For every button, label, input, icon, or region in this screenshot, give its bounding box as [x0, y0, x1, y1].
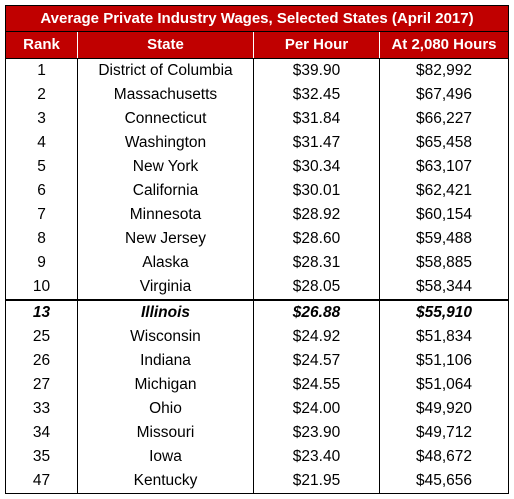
rank-cell: 34	[6, 421, 78, 445]
table-row: 27 Michigan $24.55 $51,064	[6, 373, 508, 397]
state-cell: Virginia	[78, 275, 254, 299]
table-row: 25 Wisconsin $24.92 $51,834	[6, 325, 508, 349]
per-hour-cell: $24.92	[254, 325, 380, 349]
annual-cell: $60,154	[415, 206, 473, 223]
table-row: 1 District of Columbia $39.90 $82,992	[6, 59, 508, 83]
table-row: 34 Missouri $23.90 $49,712	[6, 421, 508, 445]
rank-cell: 5	[6, 155, 78, 179]
table-row: 6 California $30.01 $62,421	[6, 179, 508, 203]
annual-cell: $45,656	[415, 472, 473, 489]
rank-cell: 27	[6, 373, 78, 397]
state-cell: Iowa	[78, 445, 254, 469]
per-hour-cell: $30.34	[254, 155, 380, 179]
per-hour-cell: $24.57	[254, 349, 380, 373]
per-hour-cell: $28.92	[254, 203, 380, 227]
rank-cell: 13	[6, 301, 78, 325]
table-row: 8 New Jersey $28.60 $59,488	[6, 227, 508, 251]
table-row: 7 Minnesota $28.92 $60,154	[6, 203, 508, 227]
per-hour-cell: $39.90	[254, 59, 380, 83]
rank-cell: 3	[6, 107, 78, 131]
per-hour-cell: $24.00	[254, 397, 380, 421]
per-hour-cell: $32.45	[254, 83, 380, 107]
state-cell: Michigan	[78, 373, 254, 397]
rank-cell: 35	[6, 445, 78, 469]
rank-cell: 1	[6, 59, 78, 83]
col-header-per-hour: Per Hour	[254, 32, 380, 58]
table-row: 26 Indiana $24.57 $51,106	[6, 349, 508, 373]
annual-cell: $49,920	[415, 400, 473, 417]
annual-cell: $51,064	[415, 376, 473, 393]
annual-cell: $58,344	[415, 278, 473, 295]
annual-cell: $48,672	[415, 448, 473, 465]
per-hour-cell: $26.88	[254, 301, 380, 325]
table-row: 10 Virginia $28.05 $58,344	[6, 275, 508, 299]
state-cell: Alaska	[78, 251, 254, 275]
state-cell: Washington	[78, 131, 254, 155]
table-title: Average Private Industry Wages, Selected…	[6, 6, 508, 32]
state-cell: Illinois	[78, 301, 254, 325]
state-cell: New Jersey	[78, 227, 254, 251]
per-hour-cell: $30.01	[254, 179, 380, 203]
rank-cell: 6	[6, 179, 78, 203]
per-hour-cell: $23.40	[254, 445, 380, 469]
per-hour-cell: $24.55	[254, 373, 380, 397]
rank-cell: 47	[6, 469, 78, 493]
table-row: 2 Massachusetts $32.45 $67,496	[6, 83, 508, 107]
state-cell: California	[78, 179, 254, 203]
col-header-state: State	[78, 32, 254, 58]
rank-cell: 8	[6, 227, 78, 251]
table-row: 35 Iowa $23.40 $48,672	[6, 445, 508, 469]
state-cell: New York	[78, 155, 254, 179]
annual-cell: $82,992	[415, 62, 473, 79]
annual-cell: $62,421	[415, 182, 473, 199]
per-hour-cell: $28.31	[254, 251, 380, 275]
annual-cell: $65,458	[415, 134, 473, 151]
state-cell: Indiana	[78, 349, 254, 373]
rank-cell: 26	[6, 349, 78, 373]
table-body: 1 District of Columbia $39.90 $82,992 2 Massa…	[6, 59, 508, 493]
col-header-rank: Rank	[6, 32, 78, 58]
table-row: 5 New York $30.34 $63,107	[6, 155, 508, 179]
state-cell: Kentucky	[78, 469, 254, 493]
rank-cell: 25	[6, 325, 78, 349]
annual-cell: $49,712	[415, 424, 473, 441]
table-row: 9 Alaska $28.31 $58,885	[6, 251, 508, 275]
table-row: 33 Ohio $24.00 $49,920	[6, 397, 508, 421]
rank-cell: 2	[6, 83, 78, 107]
annual-cell: $51,834	[415, 328, 473, 345]
rank-cell: 7	[6, 203, 78, 227]
annual-cell: $66,227	[415, 110, 473, 127]
per-hour-cell: $23.90	[254, 421, 380, 445]
state-cell: Minnesota	[78, 203, 254, 227]
per-hour-cell: $31.84	[254, 107, 380, 131]
rank-cell: 4	[6, 131, 78, 155]
table-row: 4 Washington $31.47 $65,458	[6, 131, 508, 155]
header-row: Rank State Per Hour At 2,080 Hours	[6, 32, 508, 59]
annual-cell: $59,488	[415, 230, 473, 247]
table-row: 47 Kentucky $21.95 $45,656	[6, 469, 508, 493]
state-cell: Wisconsin	[78, 325, 254, 349]
col-header-annual: At 2,080 Hours	[391, 36, 497, 53]
annual-cell: $55,910	[415, 304, 473, 321]
rank-cell: 9	[6, 251, 78, 275]
rank-cell: 33	[6, 397, 78, 421]
per-hour-cell: $28.60	[254, 227, 380, 251]
annual-cell: $58,885	[415, 254, 473, 271]
per-hour-cell: $21.95	[254, 469, 380, 493]
annual-cell: $51,106	[415, 352, 473, 369]
state-cell: Ohio	[78, 397, 254, 421]
state-cell: District of Columbia	[78, 59, 254, 83]
per-hour-cell: $31.47	[254, 131, 380, 155]
annual-cell: $63,107	[415, 158, 473, 175]
annual-cell: $67,496	[415, 86, 473, 103]
per-hour-cell: $28.05	[254, 275, 380, 299]
rank-cell: 10	[6, 275, 78, 299]
state-cell: Missouri	[78, 421, 254, 445]
table-row: 3 Connecticut $31.84 $66,227	[6, 107, 508, 131]
wages-table: Average Private Industry Wages, Selected…	[5, 5, 509, 494]
state-cell: Massachusetts	[78, 83, 254, 107]
state-cell: Connecticut	[78, 107, 254, 131]
table-row-highlighted: 13 Illinois $26.88 $55,910	[6, 299, 508, 325]
